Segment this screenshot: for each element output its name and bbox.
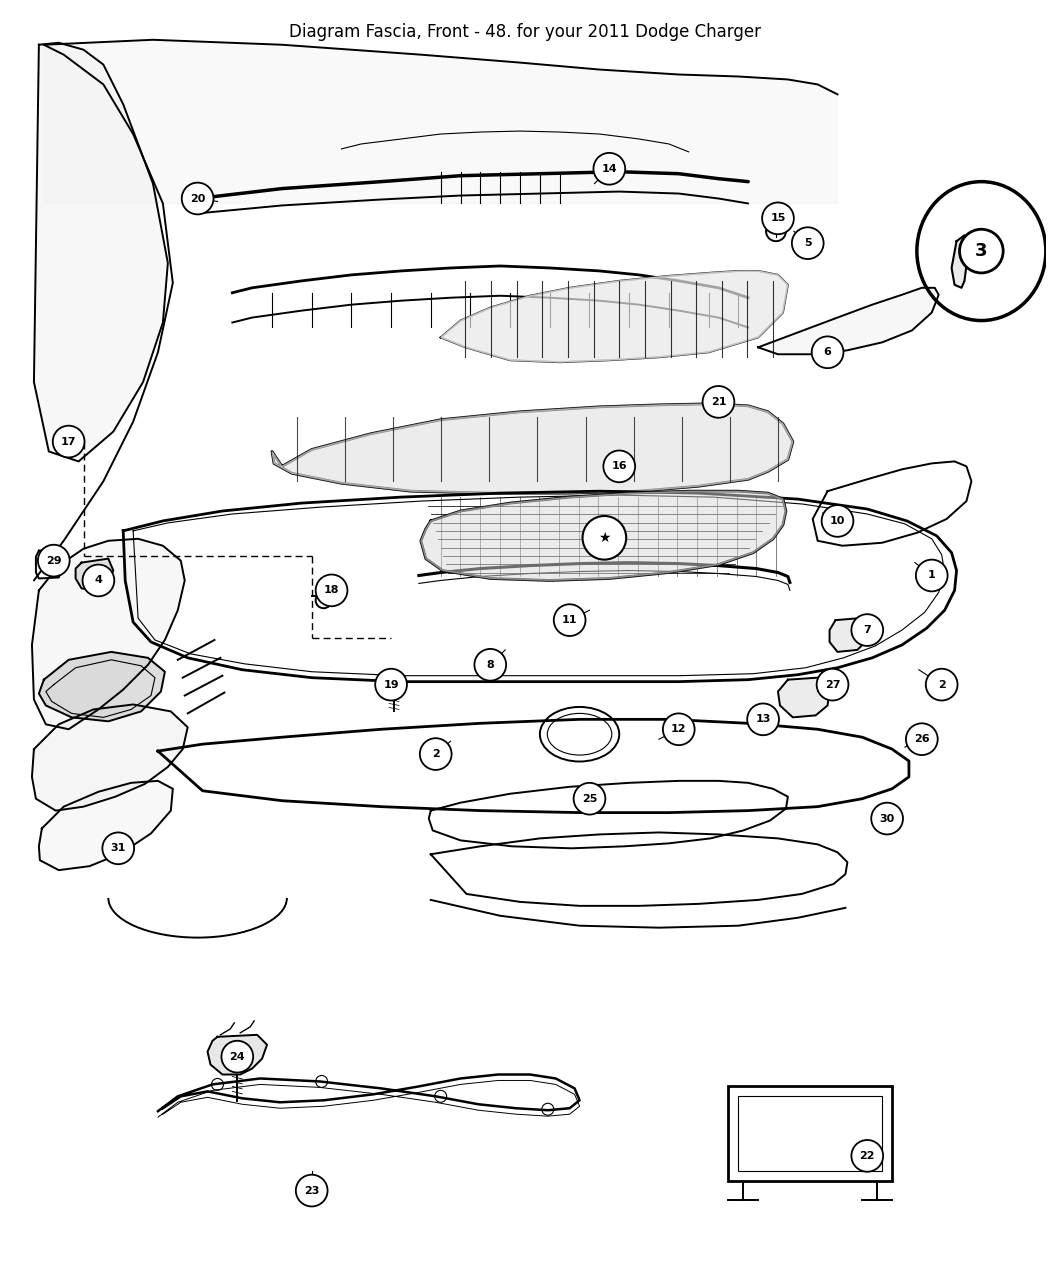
Text: 12: 12 <box>671 724 687 734</box>
Circle shape <box>583 516 626 560</box>
Polygon shape <box>208 1035 267 1075</box>
Circle shape <box>822 505 854 537</box>
Text: 23: 23 <box>304 1186 319 1196</box>
Polygon shape <box>830 618 867 652</box>
Polygon shape <box>951 235 968 288</box>
Text: 15: 15 <box>771 213 785 223</box>
Circle shape <box>103 833 134 864</box>
Circle shape <box>611 462 627 477</box>
Text: 5: 5 <box>804 238 812 249</box>
Circle shape <box>375 669 407 700</box>
Circle shape <box>593 153 625 185</box>
Polygon shape <box>32 705 188 811</box>
Circle shape <box>906 723 938 755</box>
Bar <box>738 1096 882 1170</box>
Text: 3: 3 <box>975 242 988 260</box>
Circle shape <box>553 604 586 636</box>
Bar <box>729 1086 892 1181</box>
Circle shape <box>475 649 506 681</box>
Circle shape <box>852 615 883 646</box>
Text: 8: 8 <box>486 659 495 669</box>
Text: 18: 18 <box>323 585 339 595</box>
Text: 29: 29 <box>46 556 62 566</box>
Text: 21: 21 <box>711 397 727 407</box>
Circle shape <box>960 230 1003 273</box>
Polygon shape <box>272 404 793 493</box>
Circle shape <box>926 669 958 700</box>
Circle shape <box>316 575 348 606</box>
Text: 27: 27 <box>825 680 840 690</box>
Polygon shape <box>32 539 185 729</box>
Polygon shape <box>44 40 838 204</box>
Text: 13: 13 <box>755 714 771 724</box>
Circle shape <box>663 714 695 745</box>
Polygon shape <box>421 491 785 580</box>
Text: 17: 17 <box>61 436 77 446</box>
Text: 10: 10 <box>830 516 845 525</box>
Circle shape <box>222 1040 253 1072</box>
Text: 1: 1 <box>928 570 936 580</box>
Text: 25: 25 <box>582 794 597 803</box>
Polygon shape <box>76 558 113 590</box>
Text: 11: 11 <box>562 615 578 625</box>
Circle shape <box>296 1174 328 1206</box>
Circle shape <box>817 669 848 700</box>
Circle shape <box>182 182 213 214</box>
Circle shape <box>820 340 840 361</box>
Text: 4: 4 <box>94 575 102 585</box>
Text: 31: 31 <box>110 843 126 853</box>
Circle shape <box>852 1140 883 1172</box>
Text: 14: 14 <box>602 163 617 173</box>
Text: 2: 2 <box>938 680 946 690</box>
Circle shape <box>916 560 947 592</box>
Circle shape <box>748 704 779 736</box>
Polygon shape <box>39 780 173 870</box>
Text: 2: 2 <box>432 750 440 759</box>
Text: 22: 22 <box>860 1151 875 1160</box>
Circle shape <box>872 803 903 834</box>
Circle shape <box>420 738 451 770</box>
Circle shape <box>812 337 843 368</box>
Circle shape <box>792 227 823 259</box>
Text: 6: 6 <box>823 347 832 357</box>
Polygon shape <box>34 43 168 462</box>
Polygon shape <box>778 678 830 718</box>
Polygon shape <box>39 652 165 722</box>
Text: ★: ★ <box>598 530 611 544</box>
Text: 26: 26 <box>914 734 929 745</box>
Polygon shape <box>758 288 939 354</box>
Circle shape <box>83 565 114 597</box>
Text: 7: 7 <box>863 625 871 635</box>
Circle shape <box>52 426 84 458</box>
Polygon shape <box>441 270 788 362</box>
Circle shape <box>573 783 606 815</box>
Text: 16: 16 <box>611 462 627 472</box>
Circle shape <box>762 203 794 235</box>
Circle shape <box>38 544 69 576</box>
Text: 24: 24 <box>230 1052 245 1062</box>
Text: 30: 30 <box>880 813 895 824</box>
Text: 19: 19 <box>383 680 399 690</box>
Text: 20: 20 <box>190 194 206 204</box>
Circle shape <box>702 386 734 418</box>
Circle shape <box>604 450 635 482</box>
Text: Diagram Fascia, Front - 48. for your 2011 Dodge Charger: Diagram Fascia, Front - 48. for your 201… <box>289 23 761 41</box>
